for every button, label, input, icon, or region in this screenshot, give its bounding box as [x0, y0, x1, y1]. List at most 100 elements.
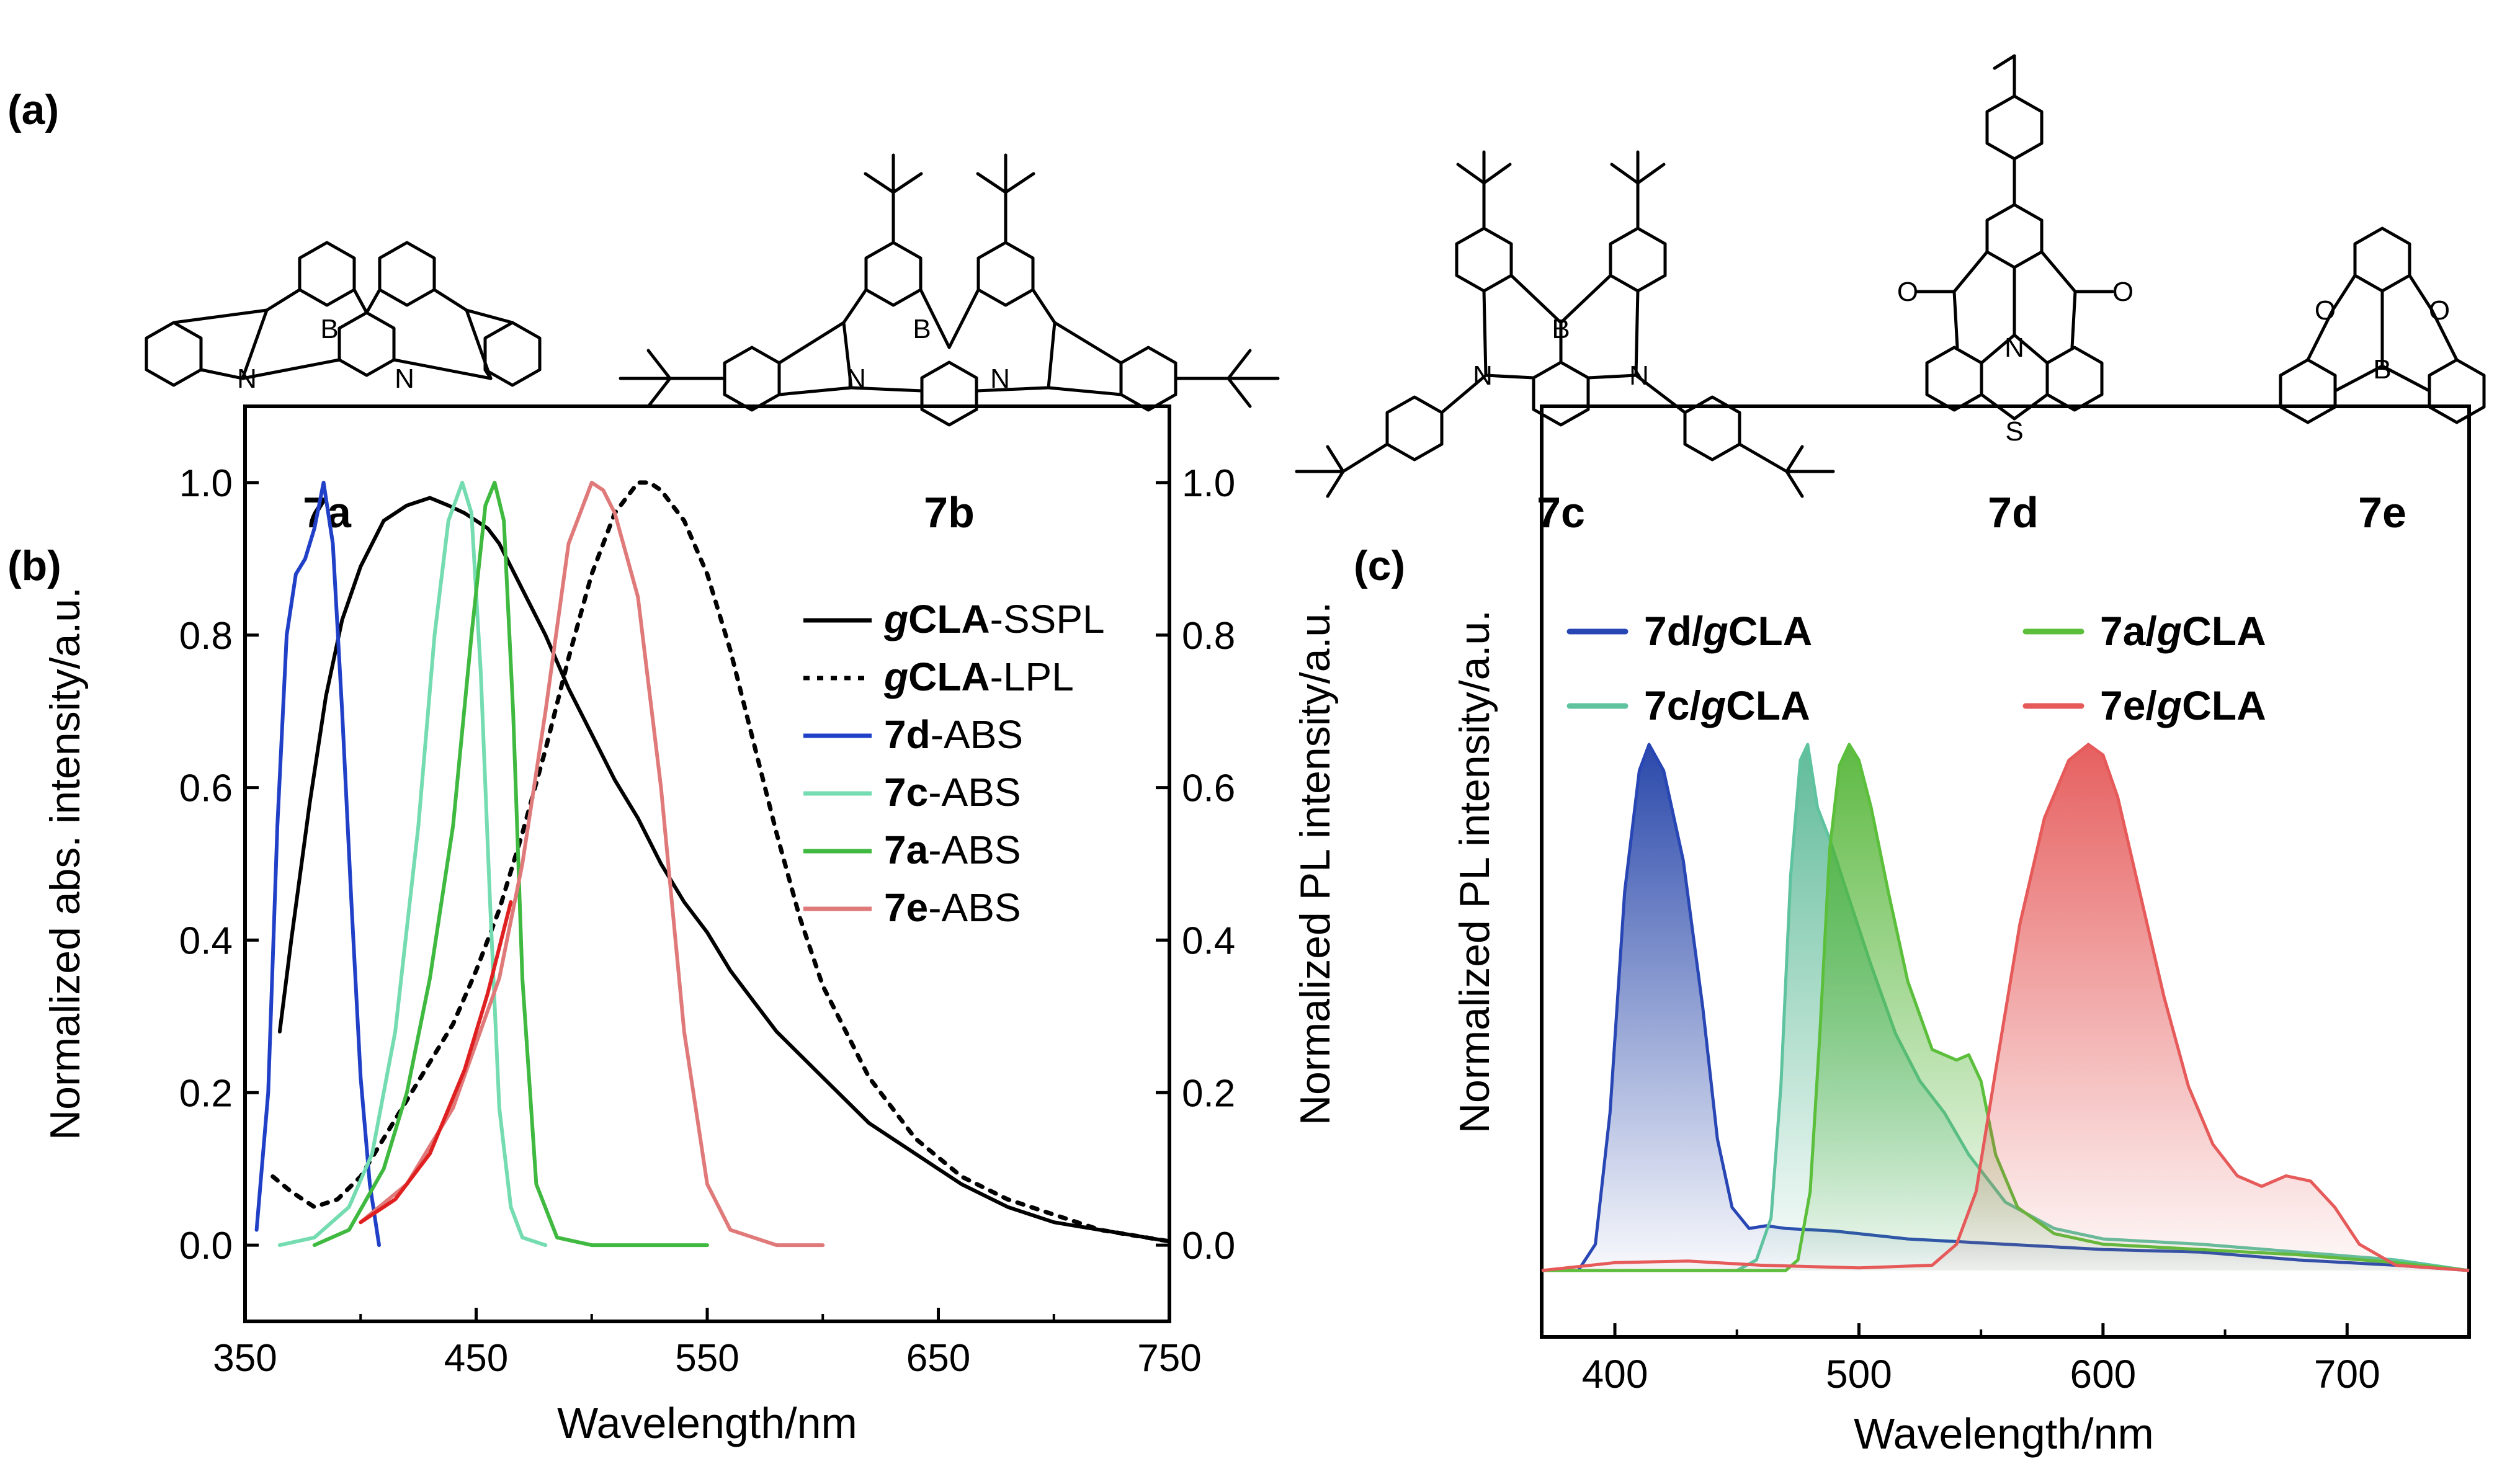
chart-c-legend-entry: 7a/gCLA — [2100, 608, 2266, 654]
chart-b-y-ticks: 0.0 0.0 0.2 0.2 0.4 0.4 0.6 0.6 0.8 0.8 1.0 1.0 — [179, 462, 1235, 1267]
atom-b-7e: B — [2373, 354, 2391, 385]
legend-text-italic: g — [2156, 682, 2182, 728]
chart-c-x-tick-label: 700 — [2314, 1352, 2380, 1396]
chart-b-series-7c-abs — [277, 480, 548, 1248]
chart-c-y-axis-label: Normalized PL intensity/a.u. — [1451, 610, 1498, 1133]
legend-text-bold: 7c — [1644, 682, 1689, 728]
legend-text: -ABS — [931, 712, 1023, 757]
atom-o1-7d: O — [1897, 277, 1918, 307]
legend-text-italic: g — [1702, 608, 1728, 654]
chart-b: 350 450 550 650 750 0.0 0.0 0.2 0.2 0.4 0.4 0.6 0.6… — [42, 404, 1339, 1447]
chart-c-x-tick-label: 500 — [1826, 1352, 1892, 1396]
chart-b-x-ticks: 350 450 550 650 750 — [213, 1308, 1202, 1380]
chart-b-legend-entry: 7d-ABS — [884, 712, 1023, 757]
panel-b-label: (b) — [7, 542, 61, 589]
chart-c-plot-frame — [1540, 404, 2471, 1339]
legend-text-bold: CLA — [908, 654, 990, 699]
legend-text-bold: 7a — [884, 828, 929, 872]
legend-text-bold: 7d — [884, 712, 931, 757]
chart-b-y-tick-label-right: 0.8 — [1182, 615, 1235, 658]
legend-text-italic: g — [1700, 682, 1726, 728]
atom-n2-7c: N — [1629, 360, 1649, 391]
molecule-7d — [1915, 54, 2114, 421]
chart-b-y-tick-label-left: 0.6 — [179, 767, 233, 810]
legend-text-slash: / — [2145, 608, 2156, 654]
legend-text-bold: 7e — [2100, 682, 2145, 728]
chart-b-x-tick-label: 450 — [444, 1337, 508, 1380]
atom-n-7d: N — [2004, 333, 2024, 363]
label-7c: 7c — [1537, 488, 1585, 537]
chart-b-x-tick-label: 350 — [213, 1337, 277, 1380]
legend-text-slash: / — [1692, 608, 1703, 654]
chart-b-y-tick-label-right: 0.4 — [1182, 919, 1235, 962]
chart-b-y-tick-label-left: 0.8 — [179, 615, 233, 658]
legend-text-slash: / — [2145, 682, 2156, 728]
chart-b-series — [254, 480, 1172, 1248]
legend-text-bold: CLA — [2182, 682, 2266, 728]
legend-text-bold: CLA — [2182, 608, 2266, 654]
chart-b-legend: gCLA-SSPLgCLA-LPL7d-ABS7c-ABS7a-ABS7e-AB… — [803, 597, 1105, 930]
chart-b-y-tick-label-right: 0.0 — [1182, 1225, 1235, 1267]
atom-s-7d: S — [2005, 416, 2023, 447]
legend-text: -SSPL — [990, 597, 1105, 641]
atom-n1-7a: N — [237, 364, 257, 394]
atom-o2-7d: O — [2112, 277, 2134, 307]
atom-n2-7a: N — [395, 364, 414, 394]
chart-b-series-7d-abs — [254, 480, 381, 1248]
atom-labels-7a: B N N — [237, 314, 414, 394]
atom-o2-7e: O — [2429, 295, 2450, 326]
chart-b-legend-entry: 7c-ABS — [884, 770, 1021, 815]
legend-text-italic: g — [2156, 608, 2182, 654]
legend-text: -ABS — [928, 828, 1021, 872]
atom-labels-7d: O O N S — [1897, 277, 2134, 447]
atom-b-7b: B — [913, 314, 931, 344]
chart-c-x-tick-label: 600 — [2070, 1352, 2136, 1396]
label-7b: 7b — [924, 488, 975, 537]
chart-c-legend-entry: 7c/gCLA — [1644, 682, 1810, 728]
chart-b-series-gcla-lpl — [270, 480, 1172, 1244]
chart-b-y-axis-label-left: Normalized abs. intensity/a.u. — [42, 587, 89, 1140]
legend-text-bold: 7a — [2100, 608, 2147, 654]
chart-c-x-tick-label: 400 — [1582, 1352, 1648, 1396]
legend-text: -ABS — [928, 770, 1021, 815]
atom-n1-7c: N — [1473, 360, 1493, 391]
chart-b-y-tick-label-right: 1.0 — [1182, 462, 1235, 505]
legend-text-italic: g — [883, 597, 908, 641]
chart-b-series-7a-abs — [312, 480, 709, 1248]
chart-b-series-overlap — [359, 900, 513, 1225]
atom-b-7a: B — [320, 314, 338, 344]
chart-b-legend-entry: gCLA-SSPL — [883, 597, 1105, 641]
legend-text-bold: CLA — [908, 597, 990, 641]
chart-c-area-7e-gcla — [1542, 744, 2469, 1271]
chart-b-legend-entry: 7a-ABS — [884, 828, 1021, 872]
legend-text-italic: g — [883, 654, 908, 699]
atom-labels-7e: O O B — [2315, 295, 2450, 385]
chart-c-line-7e-gcla — [1541, 743, 2470, 1272]
legend-text-bold: 7c — [884, 770, 928, 815]
legend-text-bold: 7e — [884, 885, 928, 930]
chart-b-y-tick-label-left: 0.2 — [179, 1072, 233, 1115]
molecule-7e — [2279, 226, 2486, 424]
chart-b-y-tick-label-left: 0.4 — [179, 919, 233, 962]
chart-c: 400 500 600 700 Wavelength/nm Normalized PL… — [1451, 404, 2471, 1458]
chart-b-y-tick-label-right: 0.6 — [1182, 767, 1235, 810]
chart-c-x-ticks: 400 500 600 700 — [1582, 1323, 2380, 1396]
panel-c-label: (c) — [1354, 542, 1405, 589]
chart-b-series-gcla-sspl — [277, 496, 1171, 1243]
chart-b-series-7e-abs — [359, 480, 825, 1248]
chart-c-legend-entry: 7d/gCLA — [1644, 608, 1812, 654]
chart-c-series — [1541, 743, 2470, 1272]
legend-text: -LPL — [990, 654, 1074, 699]
molecule-labels: 7a 7b 7c 7d 7e — [303, 488, 2406, 537]
chart-c-legend-entry: 7e/gCLA — [2100, 682, 2266, 728]
atom-o1-7e: O — [2315, 295, 2336, 326]
atom-labels-7b: B N N — [846, 314, 1010, 394]
chart-b-y-tick-label-left: 1.0 — [179, 462, 233, 505]
legend-text-bold: CLA — [1728, 608, 1813, 654]
molecule-7b — [619, 153, 1280, 427]
label-7e: 7e — [2358, 488, 2406, 537]
label-7d: 7d — [1988, 488, 2039, 537]
chart-c-area-7d-gcla — [1542, 744, 2469, 1271]
